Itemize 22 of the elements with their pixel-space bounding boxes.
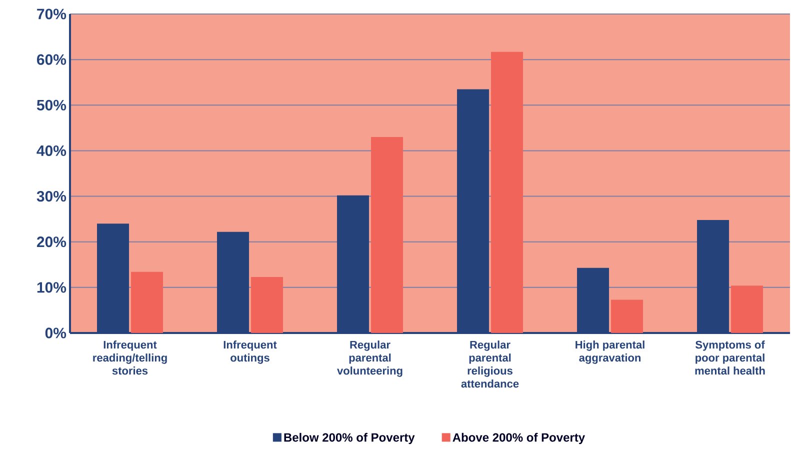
x-tick-label: Infrequent outings xyxy=(224,340,277,364)
y-tick-label: 0% xyxy=(45,328,66,338)
x-tick-label: Regular parental volunteering xyxy=(337,340,402,377)
y-tick-label: 20% xyxy=(36,236,66,248)
bar xyxy=(371,137,404,333)
bar xyxy=(731,286,764,333)
bar xyxy=(611,300,644,333)
y-tick-label: 60% xyxy=(36,54,66,65)
x-tick-label: High parental aggravation xyxy=(576,340,644,364)
y-tick-label: 70% xyxy=(37,8,66,20)
y-tick-label: 30% xyxy=(36,190,66,202)
x-tick-label: Regular parental religious attendance xyxy=(461,340,519,388)
y-tick-label: 40% xyxy=(36,145,66,156)
legend-label: Below 200% of Poverty xyxy=(284,432,415,444)
bar xyxy=(251,276,284,333)
y-tick-label: 10% xyxy=(37,282,66,293)
x-tick-label: Symptoms of poor parental mental health xyxy=(695,340,765,375)
y-tick-label: 50% xyxy=(36,100,66,110)
x-tick-label: Infrequent reading/telling stories xyxy=(93,340,167,375)
legend-label: Above 200% of Poverty xyxy=(452,432,585,444)
bar xyxy=(491,52,524,333)
bar xyxy=(131,272,164,333)
